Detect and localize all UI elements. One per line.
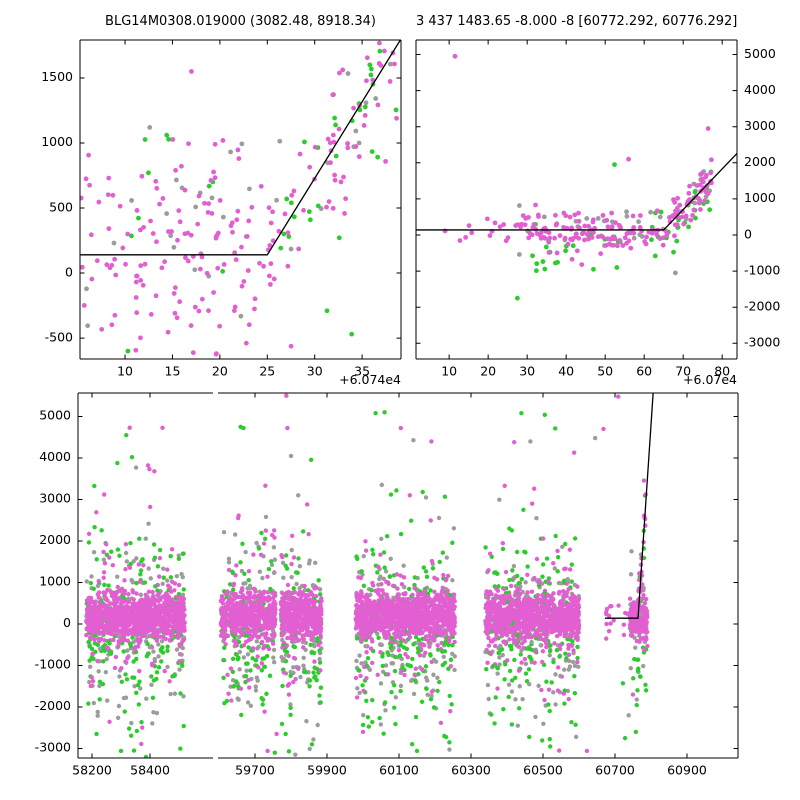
left-panel-x-offset-label: +6.074e4 bbox=[339, 372, 401, 387]
right-panel-title: 3 437 1483.65 -8.000 -8 [60772.292, 6077… bbox=[416, 14, 738, 29]
left-panel-title: BLG14M0308.019000 (3082.48, 8918.34) bbox=[105, 14, 376, 29]
right-panel-x-offset-label: +6.07e4 bbox=[683, 372, 737, 387]
